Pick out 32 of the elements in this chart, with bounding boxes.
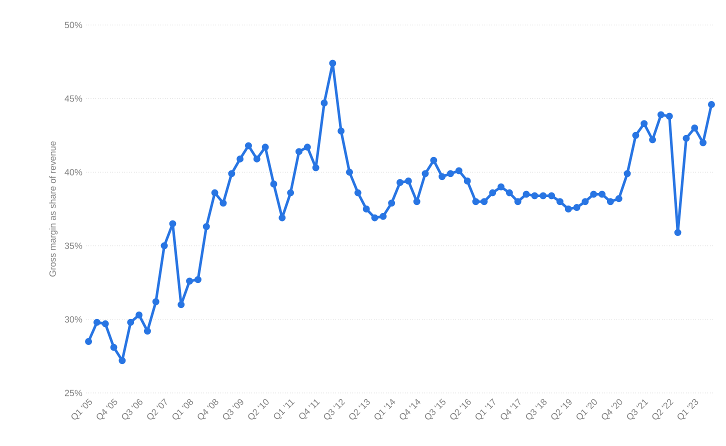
y-tick-label: 35% — [64, 242, 82, 249]
x-tick-label: Q2 '07 — [147, 398, 167, 420]
x-tick-label: Q4 '17 — [500, 398, 520, 420]
x-tick-label: Q2 '13 — [349, 399, 370, 420]
x-tick-label: Q4 '14 — [400, 398, 420, 420]
x-tick-label: Q4 '11 — [299, 399, 320, 420]
y-tick-label: 45% — [64, 95, 82, 102]
x-tick-label: Q3 '12 — [324, 399, 346, 420]
x-tick-label: Q2 '10 — [248, 399, 269, 420]
x-tick-label: Q1 '17 — [476, 398, 496, 420]
y-axis-title: Gross margin as share of revenue — [49, 141, 58, 277]
x-tick-label: Q2 '19 — [551, 399, 572, 420]
x-tick-label: Q1 '14 — [374, 398, 396, 420]
x-tick-label: Q4 '08 — [198, 399, 218, 420]
x-tick-label: Q1 '20 — [576, 399, 597, 420]
y-tick-label: 30% — [64, 316, 82, 323]
x-tick-label: Q2 '22 — [652, 399, 674, 420]
x-tick-label: Q3 '21 — [627, 399, 648, 420]
x-tick-label: Q3 '18 — [526, 399, 547, 420]
x-tick-label: Q4 '05 — [96, 398, 118, 420]
x-tick-label: Q1 '11 — [274, 399, 295, 420]
x-tick-label: Q1 '23 — [678, 399, 698, 420]
y-tick-label: 25% — [64, 390, 82, 396]
y-tick-label: 40% — [64, 168, 82, 176]
y-tick-label: 50% — [64, 22, 82, 28]
x-tick-label: Q4 '20 — [602, 399, 622, 420]
x-tick-label: Q3 '15 — [425, 398, 446, 420]
x-tick-label: Q3 '09 — [222, 399, 244, 420]
x-tick-label: Q3 '06 — [122, 399, 142, 420]
x-tick-label: Q1 '05 — [71, 398, 92, 420]
x-tick-label: Q2 '16 — [450, 399, 471, 420]
x-tick-label: Q1 '08 — [172, 399, 194, 420]
